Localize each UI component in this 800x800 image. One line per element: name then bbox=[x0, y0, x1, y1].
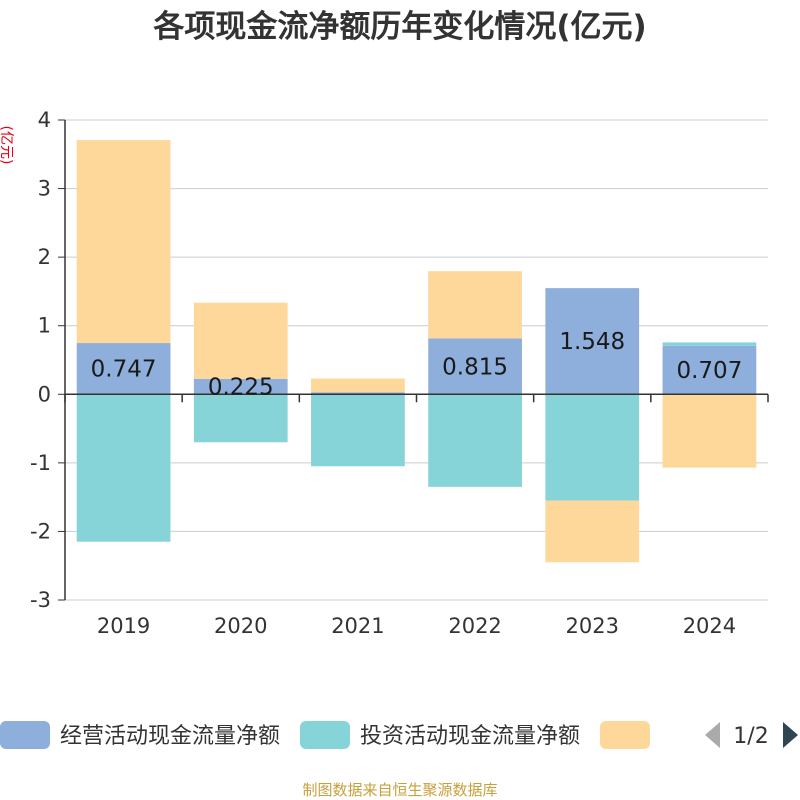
y-tick-label: 2 bbox=[38, 245, 51, 269]
y-tick-label: 4 bbox=[38, 108, 51, 132]
legend-pager[interactable]: 1/2 bbox=[705, 722, 798, 749]
x-tick-label: 2024 bbox=[683, 614, 736, 638]
y-tick-label: -2 bbox=[30, 519, 51, 543]
x-tick-label: 2019 bbox=[97, 614, 150, 638]
source-note: 制图数据来自恒生聚源数据库 bbox=[302, 781, 497, 799]
data-labels: 0.747 0.225 0.815 1.548 0.707 bbox=[91, 329, 743, 400]
bar-2024-series-1 bbox=[662, 345, 757, 395]
bar-value-label: 0.747 bbox=[91, 357, 157, 383]
bar-value-label: 1.548 bbox=[559, 329, 625, 355]
bar-2020-series-1 bbox=[193, 378, 288, 395]
y-tick-label: -3 bbox=[30, 588, 51, 612]
bars bbox=[76, 140, 757, 563]
chart-title: 各项现金流净额历年变化情况(亿元) bbox=[152, 9, 646, 45]
bar-2022-series-1 bbox=[428, 338, 522, 395]
legend-swatch-2 bbox=[300, 721, 350, 749]
y-tick-label: 3 bbox=[38, 177, 51, 201]
legend-page-indicator: 1/2 bbox=[733, 724, 768, 749]
bar-2021-series-3 bbox=[311, 378, 405, 393]
bar-2023-series-1 bbox=[545, 288, 640, 395]
bar-value-label: 0.225 bbox=[208, 375, 274, 401]
legend-swatch-3 bbox=[600, 721, 650, 749]
bar-2023-series-2 bbox=[545, 394, 640, 501]
x-tick-label: 2022 bbox=[448, 614, 501, 638]
bar-2019-series-2 bbox=[76, 394, 171, 542]
bar-value-label: 0.815 bbox=[442, 354, 508, 380]
bar-2019-series-1 bbox=[76, 343, 171, 395]
legend: 经营活动现金流量净额 投资活动现金流量净额 1/2 bbox=[0, 721, 798, 749]
bar-value-label: 0.707 bbox=[676, 358, 742, 384]
chevron-right-icon bbox=[783, 722, 798, 748]
y-axis-unit-label: (亿元) bbox=[0, 126, 14, 165]
x-tick-label: 2020 bbox=[214, 614, 267, 638]
bar-2019-series-3 bbox=[76, 140, 171, 344]
bar-2022-series-3 bbox=[428, 271, 522, 339]
legend-label: 投资活动现金流量净额 bbox=[360, 724, 580, 749]
x-tick-label: 2021 bbox=[331, 614, 384, 638]
y-tick-label: 1 bbox=[38, 314, 51, 338]
bar-2024-series-2 bbox=[662, 342, 757, 346]
bar-2021-series-1 bbox=[311, 392, 405, 395]
legend-label: 经营活动现金流量净额 bbox=[60, 724, 280, 749]
bar-2020-series-2 bbox=[193, 394, 288, 443]
axes: -3 -2 -1 0 1 2 3 4 2019 2020 2021 2022 2023 2024 bbox=[30, 108, 769, 638]
bar-2023-series-3 bbox=[545, 500, 640, 563]
y-tick-label: 0 bbox=[38, 382, 51, 406]
bar-2020-series-3 bbox=[193, 302, 288, 379]
bar-2024-series-3 bbox=[662, 394, 757, 468]
chevron-left-icon bbox=[705, 722, 720, 748]
y-tick-label: -1 bbox=[30, 451, 51, 475]
bar-2021-series-2 bbox=[311, 394, 405, 467]
x-tick-label: 2023 bbox=[566, 614, 619, 638]
bar-2022-series-2 bbox=[428, 394, 522, 487]
legend-swatch-1 bbox=[0, 721, 50, 749]
